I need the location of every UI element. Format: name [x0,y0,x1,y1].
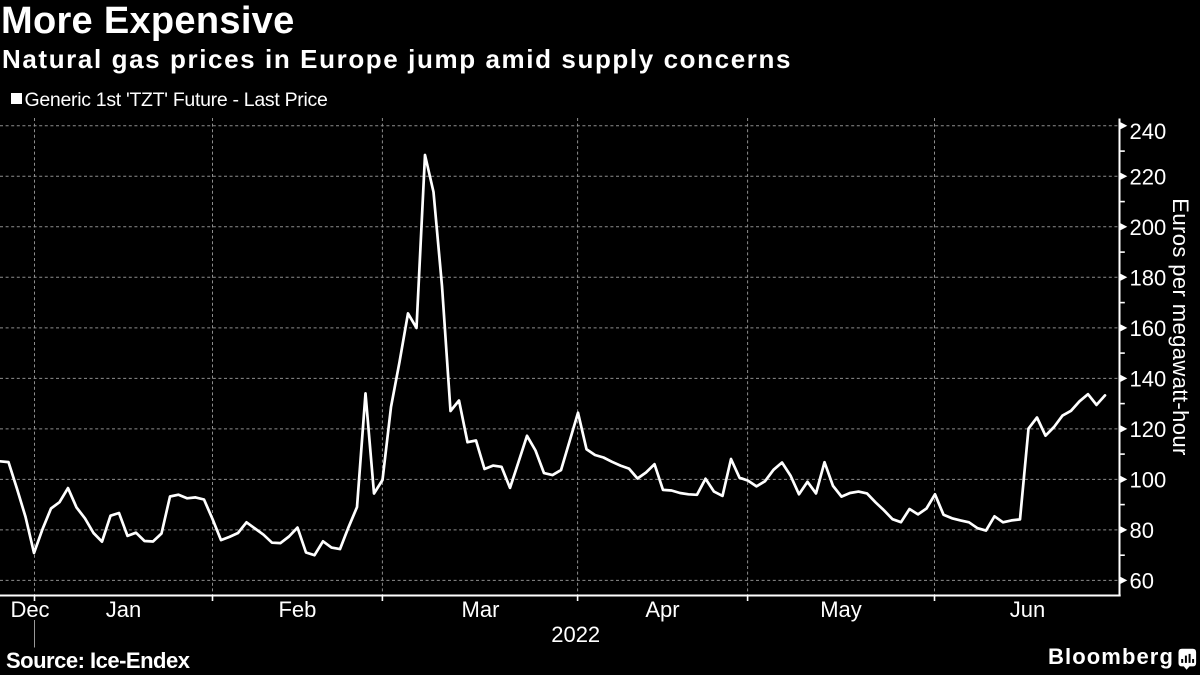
svg-text:100: 100 [1130,467,1167,492]
svg-text:May: May [820,597,862,622]
svg-text:Dec: Dec [10,597,49,622]
svg-text:80: 80 [1130,518,1154,543]
svg-text:Apr: Apr [645,597,679,622]
svg-text:200: 200 [1130,215,1167,240]
svg-text:Jan: Jan [106,597,141,622]
svg-text:220: 220 [1130,164,1167,189]
svg-text:180: 180 [1130,265,1167,290]
svg-text:Mar: Mar [462,597,500,622]
svg-text:140: 140 [1130,366,1167,391]
svg-text:240: 240 [1130,119,1167,144]
svg-text:160: 160 [1130,316,1167,341]
svg-text:Euros per megawatt-hour: Euros per megawatt-hour [1168,198,1193,455]
svg-text:2022: 2022 [551,622,600,647]
svg-text:120: 120 [1130,417,1167,442]
svg-text:Jun: Jun [1010,597,1045,622]
svg-text:60: 60 [1130,568,1154,593]
svg-text:Feb: Feb [278,597,316,622]
